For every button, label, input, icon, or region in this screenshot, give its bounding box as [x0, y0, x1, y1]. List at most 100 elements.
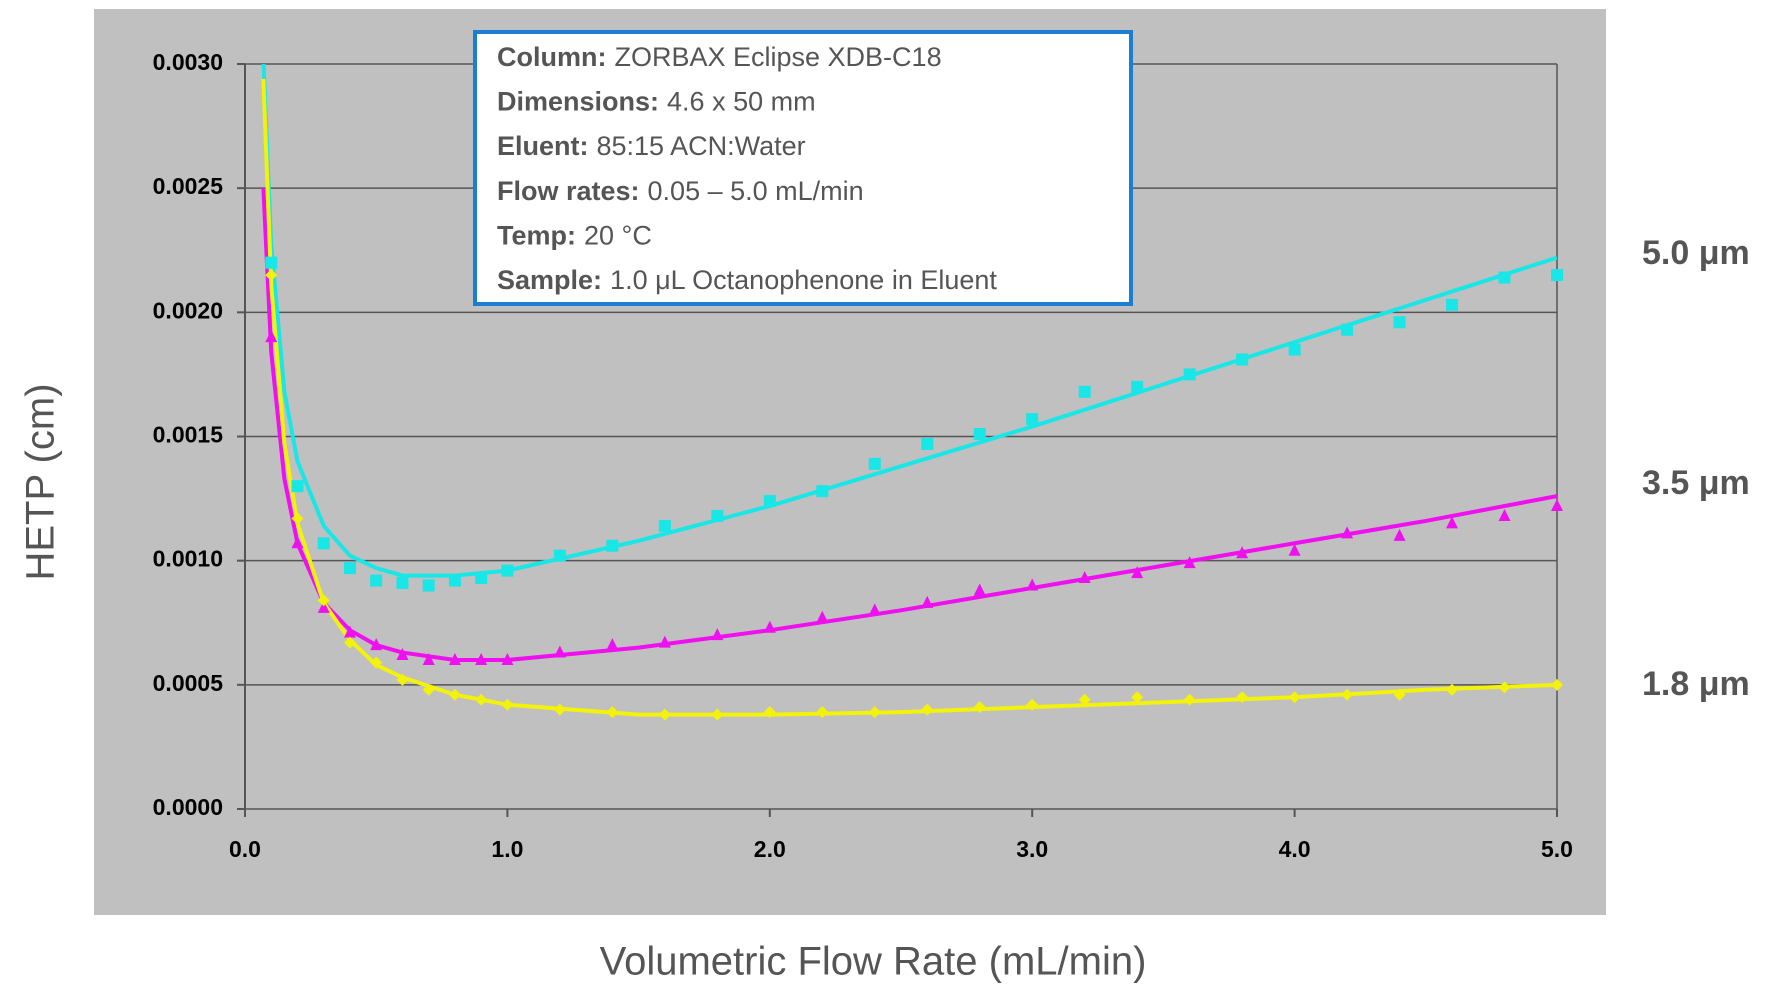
y-tick-label: 0.0030: [153, 49, 223, 75]
data-point: [973, 701, 986, 714]
y-axis-title: HETP (cm): [19, 383, 63, 580]
x-tick-label: 3.0: [1016, 836, 1048, 862]
info-text: 85:15 ACN:Water: [597, 131, 806, 161]
series-label: 5.0 μm: [1642, 234, 1750, 272]
info-text: 0.05 – 5.0 mL/min: [648, 176, 864, 206]
x-tick-label: 0.0: [229, 836, 261, 862]
data-point: [606, 638, 619, 651]
data-point: [370, 638, 383, 651]
data-point: [1288, 343, 1301, 356]
series-label: 1.8 μm: [1642, 665, 1750, 703]
data-point: [1078, 571, 1091, 584]
data-point: [553, 703, 566, 716]
info-text: 4.6 x 50 mm: [667, 87, 816, 117]
series-label: 3.5 μm: [1642, 464, 1750, 502]
y-tick-label: 0.0005: [153, 670, 224, 696]
data-point: [317, 537, 330, 550]
info-line: Sample: 1.0 μL Octanophenone in Eluent: [497, 265, 997, 295]
data-point: [475, 653, 488, 665]
data-point: [265, 256, 278, 269]
x-tick-label: 1.0: [491, 836, 523, 862]
data-point: [553, 645, 566, 658]
data-point: [1393, 688, 1406, 701]
info-text: ZORBAX Eclipse XDB-C18: [614, 42, 941, 72]
info-label: Temp:: [497, 221, 576, 251]
info-line: Temp: 20 °C: [497, 221, 652, 251]
info-line: Column: ZORBAX Eclipse XDB-C18: [497, 42, 942, 72]
data-point: [1498, 508, 1511, 521]
data-point: [1026, 413, 1039, 426]
data-point: [370, 656, 383, 669]
data-point: [868, 457, 881, 470]
info-label: Eluent:: [497, 131, 589, 161]
data-point: [422, 579, 435, 592]
x-tick-label: 4.0: [1279, 836, 1311, 862]
data-point: [475, 693, 488, 706]
data-point: [291, 512, 304, 525]
data-point: [291, 536, 304, 549]
data-point: [448, 688, 461, 701]
data-point: [606, 539, 619, 552]
data-point: [658, 635, 671, 648]
data-point: [1026, 578, 1039, 591]
x-tick-label: 2.0: [754, 836, 786, 862]
data-point: [1498, 681, 1511, 694]
data-point: [501, 653, 514, 665]
info-text: 20 °C: [584, 221, 652, 251]
data-point: [343, 625, 356, 638]
data-point: [1341, 323, 1354, 336]
data-point: [763, 706, 776, 719]
data-point: [1393, 316, 1406, 329]
info-label: Flow rates:: [497, 176, 640, 206]
data-point: [317, 600, 330, 613]
info-line: Flow rates: 0.05 – 5.0 mL/min: [497, 176, 864, 206]
data-point: [1551, 678, 1563, 691]
data-point: [1446, 683, 1459, 696]
data-point: [1288, 691, 1301, 704]
data-point: [265, 330, 278, 343]
data-point: [816, 706, 829, 719]
data-point: [868, 706, 881, 719]
data-point: [763, 620, 776, 633]
data-point: [1551, 269, 1563, 282]
info-line: Dimensions: 4.6 x 50 mm: [497, 87, 816, 117]
data-point: [553, 549, 566, 562]
data-point: [370, 574, 383, 587]
data-point: [921, 595, 934, 608]
info-line: Eluent: 85:15 ACN:Water: [497, 131, 806, 161]
info-label: Dimensions:: [497, 87, 659, 117]
data-point: [1183, 556, 1196, 569]
data-point: [973, 583, 986, 596]
data-point: [1236, 691, 1249, 704]
data-point: [1131, 380, 1144, 393]
data-point: [265, 269, 278, 282]
y-tick-label: 0.0000: [153, 794, 223, 820]
info-text: 1.0 μL Octanophenone in Eluent: [610, 265, 997, 295]
data-point: [317, 594, 330, 607]
data-point: [868, 603, 881, 616]
data-point: [1446, 516, 1459, 529]
data-point: [763, 495, 776, 508]
data-point: [711, 628, 724, 641]
data-point: [1183, 693, 1196, 706]
data-point: [1551, 499, 1563, 512]
data-point: [1393, 528, 1406, 541]
data-point: [501, 698, 514, 711]
data-point: [816, 485, 829, 498]
data-point: [448, 574, 461, 587]
x-axis-title: Volumetric Flow Rate (mL/min): [600, 940, 1147, 984]
data-point: [1183, 368, 1196, 381]
y-tick-label: 0.0010: [153, 546, 223, 572]
data-point: [1078, 693, 1091, 706]
data-point: [1288, 543, 1301, 556]
data-point: [1236, 353, 1249, 366]
data-point: [422, 683, 435, 696]
data-point: [1026, 698, 1039, 711]
data-point: [291, 480, 304, 493]
y-tick-label: 0.0015: [153, 422, 224, 448]
info-box: [473, 30, 1133, 306]
data-point: [396, 577, 409, 590]
y-tick-label: 0.0020: [153, 297, 223, 323]
data-point: [606, 706, 619, 719]
